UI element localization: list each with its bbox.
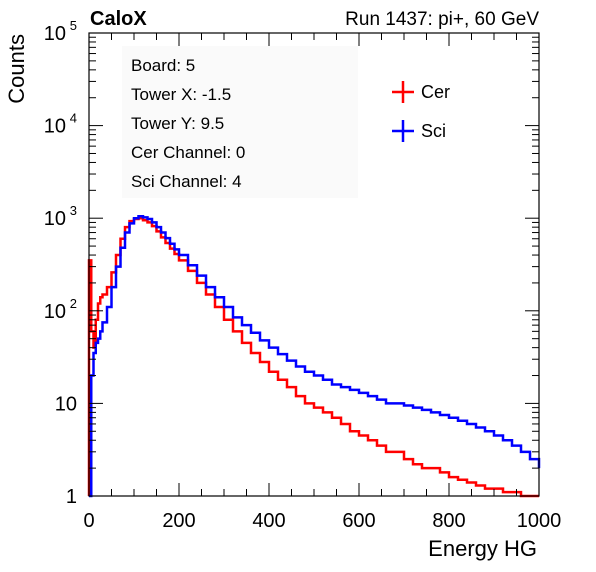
header-right-label: Run 1437: pi+, 60 GeV: [345, 9, 539, 30]
x-tick-label: 1000: [517, 510, 562, 532]
x-tick-label: 400: [252, 510, 285, 532]
x-tick-label: 0: [83, 510, 94, 532]
header-left-label: CaloX: [90, 8, 147, 30]
y-tick-label-exponent: 5: [70, 18, 77, 33]
y-tick-label: 10: [44, 208, 66, 230]
y-tick-label: 10: [55, 393, 77, 415]
x-tick-label: 600: [342, 510, 375, 532]
info-line-board: Board: 5: [131, 56, 195, 75]
series-layer: [87, 214, 541, 498]
legend-label-sci: Sci: [421, 121, 446, 141]
y-tick-label: 1: [66, 486, 77, 508]
legend: Cer Sci: [392, 81, 450, 142]
y-tick-label: 10: [44, 116, 66, 138]
info-box: [122, 46, 358, 198]
y-tick-label-exponent: 2: [70, 296, 77, 311]
info-line-sci-channel: Sci Channel: 4: [131, 172, 242, 191]
y-tick-label: 10: [44, 23, 66, 45]
series-line-sci: [89, 214, 541, 498]
info-line-tower-y: Tower Y: 9.5: [131, 114, 224, 133]
y-tick-label-exponent: 4: [70, 111, 77, 126]
y-tick-label: 10: [44, 301, 66, 323]
info-line-tower-x: Tower X: -1.5: [131, 85, 231, 104]
x-tick-label: 200: [162, 510, 195, 532]
x-tick-label: 800: [432, 510, 465, 532]
x-axis-title: Energy HG: [428, 536, 537, 561]
y-tick-label-exponent: 3: [70, 203, 77, 218]
y-axis-title: Counts: [4, 34, 29, 104]
ticks-layer: 0 200 400 600 800 1000 1 10 10 2 10 3 10 4 10 5: [44, 18, 562, 532]
info-line-cer-channel: Cer Channel: 0: [131, 143, 245, 162]
legend-label-cer: Cer: [421, 82, 450, 102]
